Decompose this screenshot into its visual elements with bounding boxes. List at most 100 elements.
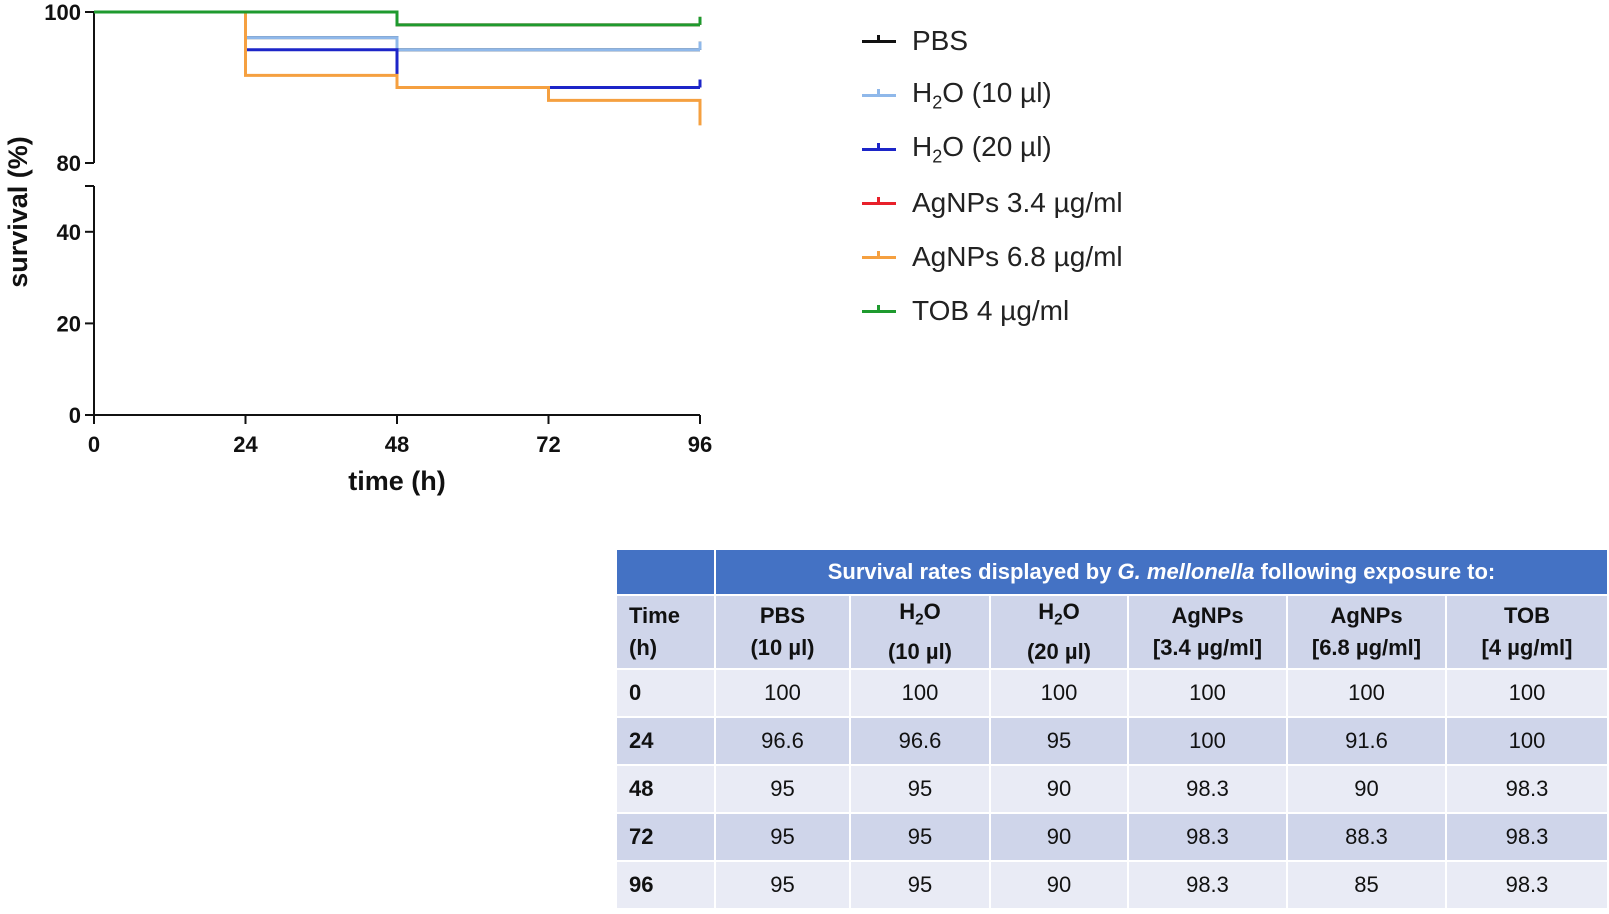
column-header-line2: [6.8 µg/ml] bbox=[1311, 635, 1422, 661]
legend-label: TOB 4 µg/ml bbox=[912, 295, 1070, 326]
table-row: 48 95 95 90 98.3 90 98.3 bbox=[615, 764, 1609, 815]
survival-chart: 80 100 0 20 40 0 24 48 72 96 time (h) survival (%) bbox=[3, 0, 712, 496]
value-cell: 95 bbox=[714, 812, 851, 863]
legend-h2o-10: H2O (10 µl) bbox=[862, 68, 1123, 122]
column-header-line1: H2O bbox=[899, 599, 941, 629]
table-body: 0 100 100 100 100 100 100 24 96.6 96.6 95 100 91.6 10… bbox=[615, 668, 1609, 911]
y-tick-label: 100 bbox=[44, 0, 81, 25]
time-cell: 24 bbox=[615, 716, 716, 767]
time-cell: 48 bbox=[615, 764, 716, 815]
value-cell: 100 bbox=[989, 668, 1129, 719]
value-cell: 90 bbox=[1286, 764, 1447, 815]
value-cell: 85 bbox=[1286, 860, 1447, 911]
y-tick-label: 80 bbox=[57, 151, 81, 176]
column-header-line1: AgNPs bbox=[1330, 603, 1403, 629]
x-tick-label: 96 bbox=[688, 432, 712, 457]
table-title-row: Survival rates displayed by G. mellonell… bbox=[615, 548, 1609, 596]
value-cell: 98.3 bbox=[1445, 812, 1609, 863]
value-cell: 90 bbox=[989, 764, 1129, 815]
column-header: AgNPs [6.8 µg/ml] bbox=[1286, 593, 1447, 671]
value-cell: 100 bbox=[1127, 716, 1288, 767]
legend-label: AgNPs 6.8 µg/ml bbox=[912, 241, 1123, 272]
legend-swatch bbox=[862, 193, 896, 213]
column-header-line1: PBS bbox=[759, 603, 806, 629]
value-cell: 95 bbox=[714, 764, 851, 815]
time-header-line2: (h) bbox=[629, 635, 658, 661]
legend-swatch bbox=[862, 247, 896, 267]
value-cell: 98.3 bbox=[1127, 860, 1288, 911]
series-line-4 bbox=[94, 10, 702, 126]
value-cell: 98.3 bbox=[1127, 812, 1288, 863]
value-cell: 96.6 bbox=[714, 716, 851, 767]
column-header: PBS (10 µl) bbox=[714, 593, 851, 671]
legend-label: PBS bbox=[912, 25, 969, 56]
table-title-pre: Survival rates displayed by bbox=[827, 559, 1118, 584]
column-header: AgNPs [3.4 µg/ml] bbox=[1127, 593, 1288, 671]
column-header: TOB [4 µg/ml] bbox=[1445, 593, 1609, 671]
legend-swatch bbox=[862, 301, 896, 321]
y-tick-label: 40 bbox=[57, 220, 81, 245]
value-cell: 98.3 bbox=[1127, 764, 1288, 815]
legend-agnps-68: AgNPs 6.8 µg/ml bbox=[862, 230, 1123, 284]
value-cell: 90 bbox=[989, 812, 1129, 863]
value-cell: 90 bbox=[989, 860, 1129, 911]
legend-pbs: PBS bbox=[862, 14, 1123, 68]
series-line-5 bbox=[94, 10, 700, 27]
column-header-line2: [3.4 µg/ml] bbox=[1152, 635, 1263, 661]
table-row: 0 100 100 100 100 100 100 bbox=[615, 668, 1609, 719]
value-cell: 95 bbox=[849, 764, 991, 815]
column-header-line2: (20 µl) bbox=[1026, 639, 1092, 665]
value-cell: 95 bbox=[989, 716, 1129, 767]
x-tick-label: 0 bbox=[88, 432, 100, 457]
legend-agnps-34: AgNPs 3.4 µg/ml bbox=[862, 176, 1123, 230]
legend-label: AgNPs 3.4 µg/ml bbox=[912, 187, 1123, 218]
column-header-line2: (10 µl) bbox=[750, 635, 815, 661]
legend-h2o-20: H2O (20 µl) bbox=[862, 122, 1123, 176]
legend-tob: TOB 4 µg/ml bbox=[862, 284, 1123, 338]
time-cell: 96 bbox=[615, 860, 716, 911]
value-cell: 91.6 bbox=[1286, 716, 1447, 767]
y-tick-label: 20 bbox=[57, 311, 81, 336]
column-header: H2O (10 µl) bbox=[849, 593, 991, 671]
value-cell: 95 bbox=[849, 860, 991, 911]
value-cell: 100 bbox=[1127, 668, 1288, 719]
table-title-species: G. mellonella bbox=[1117, 559, 1255, 584]
column-header-line1: AgNPs bbox=[1171, 603, 1244, 629]
table-title: Survival rates displayed by G. mellonell… bbox=[714, 548, 1609, 596]
legend-label: H2O (20 µl) bbox=[912, 130, 1052, 167]
legend-label: H2O (10 µl) bbox=[912, 76, 1052, 113]
column-header: H2O (20 µl) bbox=[989, 593, 1129, 671]
value-cell: 88.3 bbox=[1286, 812, 1447, 863]
value-cell: 98.3 bbox=[1445, 764, 1609, 815]
x-tick-label: 24 bbox=[233, 432, 258, 457]
value-cell: 100 bbox=[1445, 668, 1609, 719]
column-header-line2: (10 µl) bbox=[887, 639, 953, 665]
x-axis-label: time (h) bbox=[348, 466, 446, 496]
y-tick-label: 0 bbox=[69, 403, 81, 428]
survival-table: Survival rates displayed by G. mellonell… bbox=[615, 548, 1609, 911]
legend-swatch bbox=[862, 31, 896, 51]
x-tick-label: 48 bbox=[385, 432, 409, 457]
value-cell: 100 bbox=[714, 668, 851, 719]
column-header-line1: H2O bbox=[1038, 599, 1080, 629]
legend-swatch bbox=[862, 85, 896, 105]
y-axis-label: survival (%) bbox=[3, 136, 33, 288]
value-cell: 100 bbox=[1286, 668, 1447, 719]
table-row: 72 95 95 90 98.3 88.3 98.3 bbox=[615, 812, 1609, 863]
legend-swatch bbox=[862, 139, 896, 159]
value-cell: 95 bbox=[714, 860, 851, 911]
time-cell: 72 bbox=[615, 812, 716, 863]
table-header-row: Time (h) PBS (10 µl) H2O (10 µl) H2O (20 µl) A… bbox=[615, 593, 1609, 671]
table-row: 24 96.6 96.6 95 100 91.6 100 bbox=[615, 716, 1609, 767]
chart-legend: PBS H2O (10 µl) H2O (20 µl) AgNPs 3.4 µg/ml… bbox=[862, 14, 1123, 338]
column-header-line1: TOB bbox=[1503, 603, 1551, 629]
time-header: Time (h) bbox=[615, 593, 716, 671]
time-header-line1: Time bbox=[629, 603, 680, 629]
time-cell: 0 bbox=[615, 668, 716, 719]
table-title-post: following exposure to: bbox=[1254, 559, 1496, 584]
value-cell: 96.6 bbox=[849, 716, 991, 767]
value-cell: 100 bbox=[849, 668, 991, 719]
value-cell: 100 bbox=[1445, 716, 1609, 767]
x-tick-label: 72 bbox=[536, 432, 560, 457]
column-header-line2: [4 µg/ml] bbox=[1481, 635, 1573, 661]
